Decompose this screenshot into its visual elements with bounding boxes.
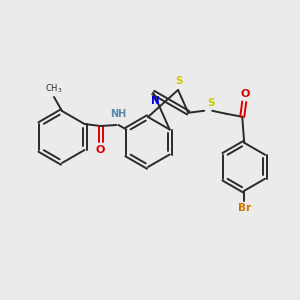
Text: S: S: [207, 98, 215, 108]
Text: S: S: [175, 76, 183, 86]
Text: CH$_3$: CH$_3$: [45, 82, 63, 95]
Text: O: O: [241, 89, 250, 99]
Text: NH: NH: [110, 109, 127, 119]
Text: N: N: [151, 95, 160, 106]
Text: Br: Br: [238, 203, 251, 213]
Text: O: O: [96, 145, 105, 155]
